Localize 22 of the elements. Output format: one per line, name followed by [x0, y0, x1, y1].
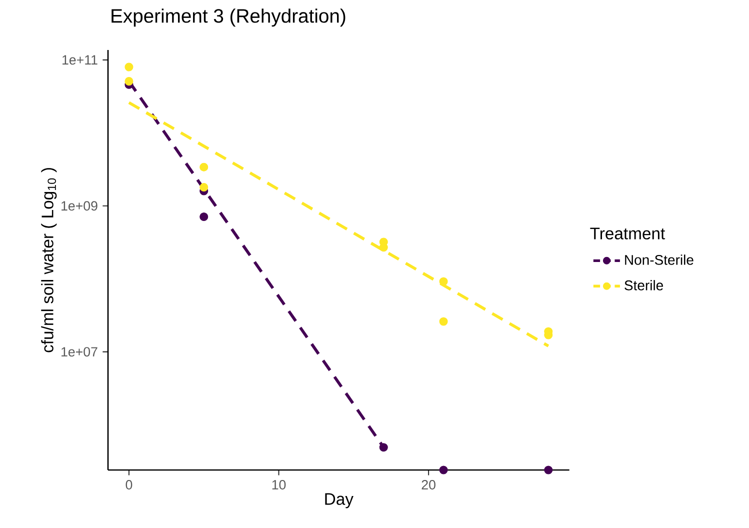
legend-title: Treatment: [590, 228, 666, 240]
x-tick-label: 20: [422, 480, 436, 490]
point: [200, 182, 208, 192]
point: [379, 443, 388, 452]
x-axis-title: Day: [325, 493, 354, 508]
y-tick-label: 1e+09: [62, 201, 98, 211]
point: [200, 212, 208, 222]
point: [200, 162, 208, 172]
point: [439, 277, 448, 286]
y-tick-label: 1e+11: [62, 55, 98, 65]
x-tick-label: 0: [126, 480, 132, 490]
x-tick-label: 10: [272, 480, 286, 490]
legend-label: Sterile: [624, 280, 663, 290]
point: [544, 466, 553, 474]
point: [124, 77, 134, 86]
y-tick-label: 1e+07: [62, 347, 98, 357]
y-axis-title: cfu/ml soil water ( Log$_{10}$ ): [41, 168, 57, 352]
point: [439, 466, 448, 474]
legend-label: Non-Sterile: [625, 254, 694, 265]
chart-title: Experiment 3 (Rehydration): [112, 8, 346, 27]
point: [124, 62, 134, 72]
point: [439, 317, 448, 326]
